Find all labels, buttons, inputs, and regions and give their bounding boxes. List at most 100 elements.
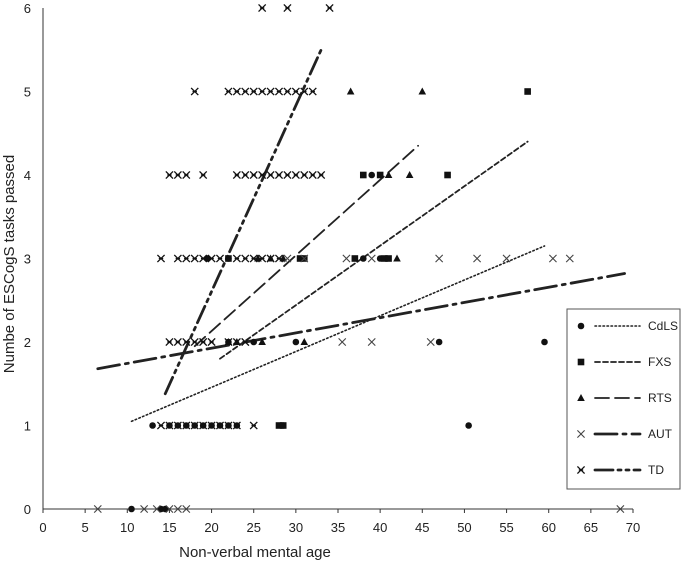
point-rts [393, 254, 401, 262]
y-tick-label: 5 [24, 85, 31, 100]
point-fxs [359, 171, 367, 179]
y-axis-label: Numbe of ESCogS tasks passed [1, 155, 18, 373]
point-rts [405, 171, 414, 178]
point-td [283, 87, 292, 96]
point-cdls [368, 171, 376, 179]
point-aut [182, 505, 191, 513]
point-td [249, 87, 258, 96]
point-td [258, 254, 267, 263]
trend-line-cdls [130, 245, 546, 423]
point-aut [152, 505, 161, 513]
point-td [199, 170, 208, 180]
point-td [274, 87, 284, 96]
point-fxs [225, 255, 232, 262]
point-cdls [161, 505, 169, 513]
y-tick-label: 4 [24, 168, 31, 183]
point-aut [338, 338, 347, 346]
point-aut [502, 254, 511, 263]
point-td [258, 3, 267, 13]
point-fxs [381, 255, 388, 262]
point-td [266, 87, 275, 96]
legend-marker-aut [577, 430, 585, 438]
point-rts [258, 338, 266, 345]
point-aut [565, 254, 574, 263]
point-aut [93, 505, 102, 513]
point-aut [342, 254, 351, 263]
x-tick-label: 55 [499, 520, 513, 535]
point-td [232, 87, 241, 96]
point-td [173, 254, 182, 263]
point-td [249, 421, 258, 430]
x-tick-label: 5 [82, 520, 89, 535]
point-td [207, 337, 216, 347]
point-cdls [359, 255, 367, 262]
legend-label-rts: RTS [648, 391, 672, 405]
trend-line-rts [193, 144, 419, 348]
legend-box [566, 308, 681, 490]
point-fxs [275, 422, 283, 429]
x-tick-label: 70 [626, 520, 640, 535]
legend-label-td: TD [648, 463, 664, 477]
point-aut [473, 254, 482, 263]
point-td [165, 337, 174, 347]
point-cdls [541, 338, 548, 346]
y-tick-label: 3 [24, 252, 31, 267]
x-tick-label: 65 [584, 520, 598, 535]
point-td [173, 170, 182, 180]
point-td [199, 421, 208, 430]
point-td [156, 254, 166, 263]
point-td [232, 170, 241, 180]
point-td [300, 87, 309, 96]
point-aut [300, 254, 309, 263]
x-tick-label: 60 [541, 520, 555, 535]
point-td [241, 170, 250, 180]
legend-marker-fxs [577, 358, 585, 366]
legend-label-fxs: FXS [648, 355, 671, 369]
x-tick-label: 10 [120, 520, 134, 535]
point-fxs [351, 255, 359, 262]
y-tick-label: 6 [24, 1, 31, 16]
legend-label-aut: AUT [648, 427, 673, 441]
trend-line-fxs [219, 140, 529, 360]
point-td [215, 421, 225, 430]
point-td [207, 254, 216, 263]
point-aut [426, 338, 435, 346]
point-aut [367, 254, 376, 263]
point-aut [165, 505, 174, 513]
point-td [199, 254, 208, 263]
point-td [241, 254, 250, 263]
point-aut [435, 254, 444, 263]
point-td [283, 3, 292, 13]
point-cdls [149, 422, 156, 429]
point-td [232, 254, 241, 263]
trend-line-aut [96, 272, 626, 371]
point-aut [367, 338, 376, 346]
point-td [215, 254, 225, 263]
point-td [266, 170, 275, 180]
point-fxs [296, 255, 304, 262]
y-tick-label: 1 [24, 419, 31, 434]
point-td [291, 170, 300, 180]
point-cdls [250, 338, 258, 346]
point-td [241, 87, 250, 96]
point-rts [418, 87, 427, 95]
x-tick-label: 25 [246, 520, 260, 535]
x-tick-label: 30 [289, 520, 303, 535]
point-fxs [444, 171, 451, 179]
point-cdls [435, 338, 443, 346]
x-tick-label: 40 [373, 520, 387, 535]
x-tick-label: 50 [457, 520, 471, 535]
point-td [224, 337, 233, 347]
legend-marker-rts [577, 394, 585, 401]
point-cdls [465, 422, 472, 429]
point-td [182, 337, 191, 347]
x-tick-label: 15 [162, 520, 176, 535]
point-td [274, 170, 284, 180]
point-aut [548, 254, 557, 263]
point-td [207, 421, 216, 430]
point-td [283, 170, 292, 180]
point-td [325, 3, 334, 13]
point-td [173, 421, 182, 430]
trend-lines [96, 48, 626, 423]
